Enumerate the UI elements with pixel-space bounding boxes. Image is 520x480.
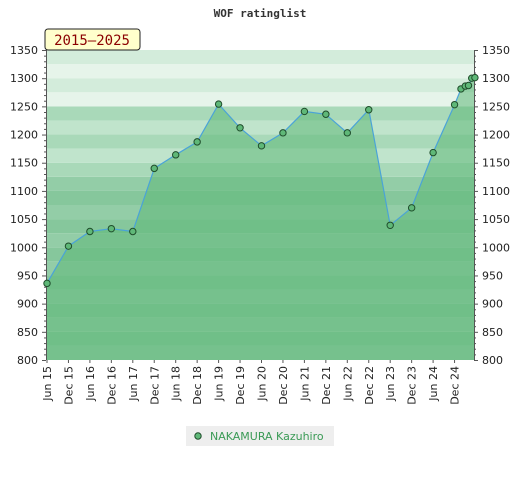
data-point	[322, 110, 330, 118]
x-tick-label: Jun 15	[41, 366, 54, 402]
x-tick-label: Dec 17	[148, 366, 161, 405]
y-tick-label-right: 1300	[482, 72, 510, 85]
y-tick-label-right: 800	[482, 354, 503, 367]
period-badge-box	[44, 28, 141, 51]
y-tick-label-left: 1250	[10, 100, 38, 113]
y-tick-label-left: 1100	[10, 185, 38, 198]
data-point	[172, 151, 180, 159]
data-point	[107, 224, 116, 233]
data-point	[450, 100, 459, 109]
y-tick-label-right: 850	[482, 326, 503, 339]
x-tick-label: Jun 17	[127, 366, 140, 402]
x-tick-label: Jun 21	[298, 366, 311, 402]
background-band	[46, 50, 474, 65]
data-point	[43, 279, 51, 288]
x-axis-labels: Jun 15 Dec 15 Jun 16 Dec 16 Jun 17 Dec 17 Jun …	[41, 366, 462, 405]
legend-label: NAKAMURA Kazuhiro	[210, 430, 324, 443]
x-tick-label: Dec 19	[234, 366, 247, 405]
y-tick-label-left: 1350	[10, 44, 38, 57]
y-tick-label-right: 900	[482, 298, 503, 311]
y-tick-label-left: 1300	[10, 72, 38, 85]
data-point	[464, 81, 473, 90]
y-tick-label-right: 1350	[482, 44, 510, 57]
data-point	[64, 242, 73, 250]
y-axis-labels: 800 800 850 850 900 900 950 950 1000 1000 1050 1050…	[10, 44, 510, 367]
data-point	[129, 227, 137, 236]
x-tick-label: Jun 20	[256, 366, 269, 402]
background-band	[46, 78, 474, 93]
y-tick-label-left: 1000	[10, 241, 38, 254]
x-tick-label: Jun 18	[170, 366, 183, 402]
y-tick-label-right: 1200	[482, 129, 510, 142]
data-point	[429, 148, 437, 157]
series-points	[43, 73, 479, 288]
x-tick-label: Dec 18	[191, 366, 204, 405]
data-point	[214, 100, 223, 108]
y-tick-label-right: 1100	[482, 185, 510, 198]
series-area	[47, 77, 475, 360]
x-tick-label: Dec 21	[320, 366, 333, 405]
x-tick-label: Dec 20	[277, 366, 290, 405]
y-tick-label-right: 1050	[482, 213, 510, 226]
period-badge: 2015–2025	[44, 28, 141, 51]
data-point	[257, 142, 266, 150]
x-tick-label: Jun 22	[341, 366, 354, 402]
data-point	[193, 138, 201, 146]
background-band	[46, 64, 474, 79]
background-band	[46, 106, 474, 121]
x-tick-label: Dec 23	[406, 366, 419, 405]
x-tick-label: Jun 16	[84, 366, 97, 402]
y-tick-label-right: 1000	[482, 241, 510, 254]
data-point	[386, 221, 394, 229]
background-band	[46, 92, 474, 107]
x-tick-label: Jun 23	[384, 366, 397, 402]
data-point	[279, 129, 287, 137]
data-point	[407, 204, 416, 212]
y-tick-label-left: 850	[17, 326, 38, 339]
data-point	[86, 227, 94, 236]
y-tick-label-right: 1250	[482, 100, 510, 113]
data-point	[365, 106, 373, 114]
period-label: 2015–2025	[54, 33, 130, 49]
y-tick-label-left: 950	[17, 269, 38, 282]
y-tick-label-left: 1150	[10, 157, 38, 170]
data-point	[236, 124, 244, 132]
background-band	[46, 120, 474, 135]
y-tick-label-left: 800	[17, 354, 38, 367]
data-point	[471, 73, 479, 82]
data-point	[150, 164, 158, 173]
y-tick-label-left: 1200	[10, 129, 38, 142]
x-tick-label: Jun 24	[427, 366, 440, 402]
x-tick-label: Dec 16	[105, 366, 118, 405]
x-tick-label: Dec 24	[449, 366, 462, 405]
data-point	[343, 129, 351, 137]
legend-marker	[194, 432, 202, 440]
x-tick-label: Jun 19	[213, 366, 226, 402]
x-tick-label: Dec 15	[62, 366, 75, 405]
y-tick-label-right: 1150	[482, 157, 510, 170]
x-tick-label: Dec 22	[363, 366, 376, 405]
legend-box	[186, 426, 334, 446]
legend: NAKAMURA Kazuhiro	[186, 426, 334, 446]
y-tick-label-left: 1050	[10, 213, 38, 226]
y-tick-label-left: 900	[17, 298, 38, 311]
chart-title: WOF ratinglist	[214, 7, 307, 20]
data-point	[300, 107, 309, 116]
y-tick-label-right: 950	[482, 269, 503, 282]
